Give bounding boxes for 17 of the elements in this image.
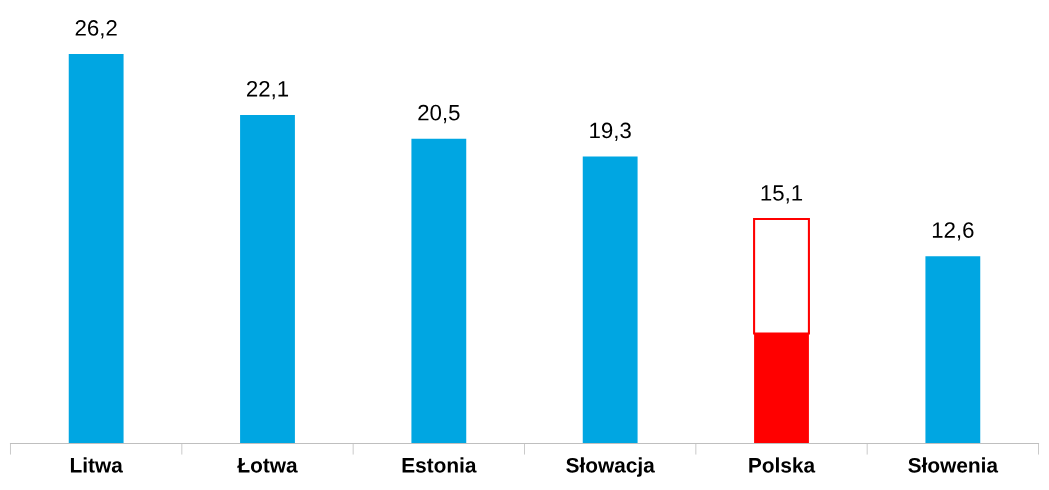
x-tick-label: Estonia <box>402 457 477 473</box>
data-label: 20,5 <box>418 104 460 124</box>
x-tick-label: Polska <box>749 457 816 473</box>
bar <box>925 256 981 444</box>
x-tick-label: Słowacja <box>566 457 655 477</box>
x-tick-label: Litwa <box>70 457 123 473</box>
total-label: 15,1 <box>761 185 803 204</box>
data-label: 19,3 <box>590 122 631 141</box>
bar <box>411 138 467 444</box>
data-label: 12,6 <box>932 222 974 241</box>
bar <box>68 54 124 444</box>
x-tick-label: Łotwa <box>237 458 298 473</box>
bar <box>240 115 295 444</box>
data-label: 22,1 <box>246 80 289 100</box>
data-label: 26,2 <box>75 20 117 39</box>
bar <box>582 156 638 444</box>
x-tick-label: Słowenia <box>908 457 999 473</box>
